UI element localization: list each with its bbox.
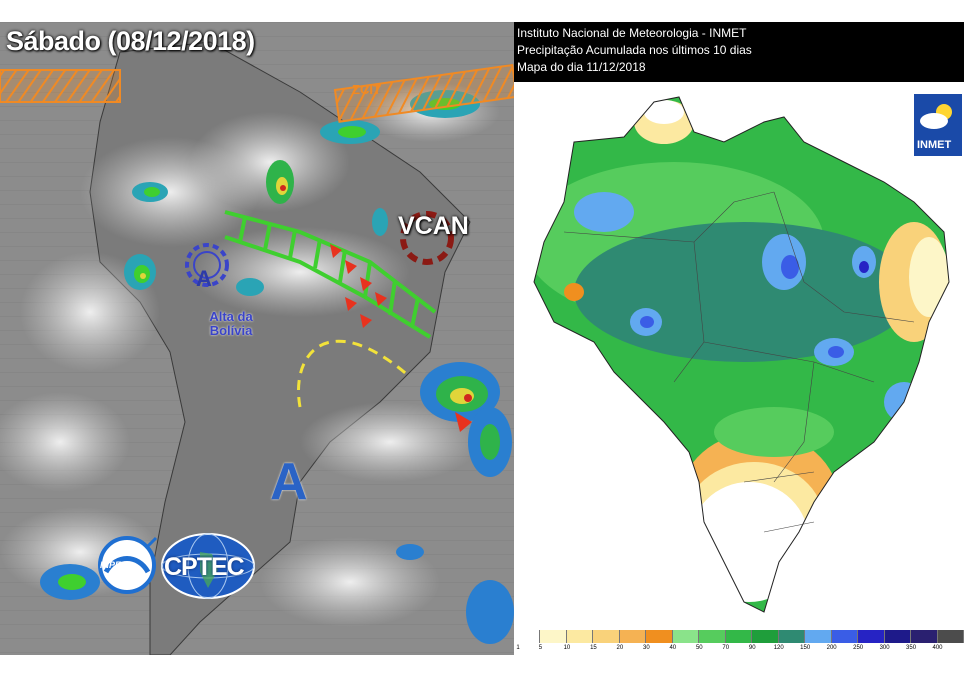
header-product: Precipitação Acumulada nos últimos 10 di… (517, 43, 752, 57)
legend-color-box (858, 630, 885, 643)
legend-color-box (566, 630, 594, 643)
vcan-label: VCAN (398, 212, 469, 240)
trough-arrows (330, 244, 472, 432)
legend-color-box (514, 630, 541, 643)
legend-tick-label: 300 (879, 645, 890, 651)
legend-color-box (911, 630, 938, 643)
legend-tick-label: 50 (695, 645, 703, 651)
legend-color-box (778, 630, 806, 643)
legend-color-box (752, 630, 779, 643)
legend-tick-label: 40 (669, 645, 677, 651)
satellite-map (0, 22, 514, 655)
legend-color-box (540, 630, 567, 643)
header-map-date: Mapa do dia 11/12/2018 (517, 60, 646, 74)
precipitation-legend: 1 5 10 15 20 30 40 50 70 90 120 150 200 250 300 350 400 (514, 630, 964, 655)
header-institution: Instituto Nacional de Meteorologia - INM… (517, 26, 747, 40)
legend-color-box (593, 630, 620, 643)
header-map-date-prefix: Mapa do dia (517, 60, 584, 74)
high-pressure-marker: A (270, 453, 308, 511)
legend-color-box (619, 630, 647, 643)
legend-color-box (699, 630, 726, 643)
precipitation-map-panel: Instituto Nacional de Meteorologia - INM… (514, 22, 964, 655)
legend-tick-label: 15 (590, 645, 597, 651)
bolivia-high-symbol (185, 243, 229, 287)
bolivia-high-label-line1: Alta da (209, 309, 253, 324)
legend-tick-label: 10 (563, 645, 571, 651)
legend-tick-label: 200 (826, 645, 837, 651)
legend-tick-label: 1 (516, 645, 520, 651)
vcan-symbol (400, 211, 454, 265)
legend-tick-label: 120 (773, 645, 784, 651)
jet-stream-dashed (297, 339, 411, 408)
satellite-image-panel: Sábado (08/12/2018) ZCIT VCAN A Alta da … (0, 22, 514, 655)
bolivia-high-marker: A (196, 266, 212, 291)
legend-tick-label: 30 (643, 645, 650, 651)
legend-tick-label: 350 (906, 645, 917, 651)
inmet-logo-text: INMET (917, 139, 952, 151)
brazil-precipitation-map (533, 96, 950, 613)
map-header: Instituto Nacional de Meteorologia - INM… (514, 22, 964, 82)
legend-color-box (831, 630, 859, 643)
state-borders (563, 191, 915, 533)
cptec-logo-text: CPTEC (164, 553, 245, 581)
legend-color-box (884, 630, 912, 643)
bolivia-high-label-line2: Bolívia (209, 323, 253, 338)
zcit-label: ZCIT (352, 82, 381, 97)
legend-color-box (725, 630, 753, 643)
legend-tick-label: 5 (538, 645, 543, 651)
legend-tick-label: 90 (748, 645, 756, 651)
cptec-globe-icon (161, 533, 255, 599)
legend-tick-label: 20 (616, 645, 624, 651)
legend-color-box (937, 630, 964, 643)
legend-tick-label: 70 (722, 645, 730, 651)
legend-tick-label: 150 (800, 645, 811, 651)
satellite-title: Sábado (08/12/2018) (6, 26, 255, 56)
inmet-logo-icon (914, 94, 962, 156)
inpe-logo-text: INPE (100, 560, 122, 570)
inpe-logo-icon (98, 536, 158, 594)
legend-color-box (646, 630, 673, 643)
legend-color-box (672, 630, 700, 643)
legend-tick-label: 250 (853, 645, 864, 651)
bolivia-high-label: Alta da Bolívia (196, 310, 266, 338)
brazil-outline (533, 96, 950, 613)
legend-tick-label: 400 (932, 645, 943, 651)
legend-color-box (805, 630, 832, 643)
zcit-band (0, 63, 514, 123)
header-map-date-value: 11/12/2018 (586, 60, 646, 74)
